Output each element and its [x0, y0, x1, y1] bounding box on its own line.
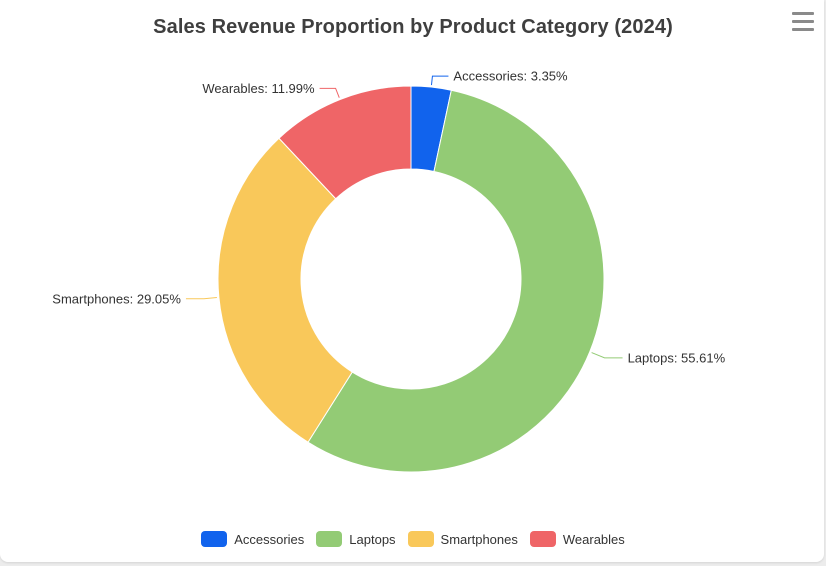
leader-line-accessories: [430, 75, 449, 86]
legend-label: Smartphones: [440, 531, 518, 547]
legend-swatch: [407, 531, 434, 547]
legend-label: Laptops: [349, 531, 396, 547]
legend-item-laptops[interactable]: Laptops: [316, 531, 396, 547]
legend-label: Accessories: [234, 531, 305, 547]
donut-slice-smartphones[interactable]: [217, 137, 353, 443]
slice-label-accessories: Accessories: 3.35%: [453, 69, 568, 84]
donut-slice-wearables[interactable]: [278, 85, 412, 200]
slice-label-smartphones: Smartphones: 29.05%: [52, 291, 181, 306]
legend-swatch: [201, 531, 228, 547]
slice-label-wearables: Wearables: 11.99%: [202, 81, 315, 96]
menu-bar: [792, 20, 814, 23]
legend-item-wearables[interactable]: Wearables: [529, 531, 625, 547]
legend-item-smartphones[interactable]: Smartphones: [407, 531, 518, 547]
donut-slice-laptops[interactable]: [307, 89, 605, 473]
chart-title: Sales Revenue Proportion by Product Cate…: [153, 16, 673, 38]
leader-line-smartphones: [185, 297, 217, 300]
hamburger-menu-icon[interactable]: [789, 9, 817, 35]
leader-line-laptops: [591, 352, 623, 359]
leader-line-wearables: [319, 87, 340, 98]
menu-bar: [792, 12, 814, 15]
slice-label-laptops: Laptops: 55.61%: [628, 350, 726, 365]
legend-swatch: [316, 531, 343, 547]
menu-bar: [792, 28, 814, 31]
chart-legend: Accessories Laptops Smartphones Wearables: [0, 531, 826, 547]
legend-swatch: [529, 531, 556, 547]
legend-item-accessories[interactable]: Accessories: [201, 531, 304, 547]
legend-label: Wearables: [562, 531, 625, 547]
